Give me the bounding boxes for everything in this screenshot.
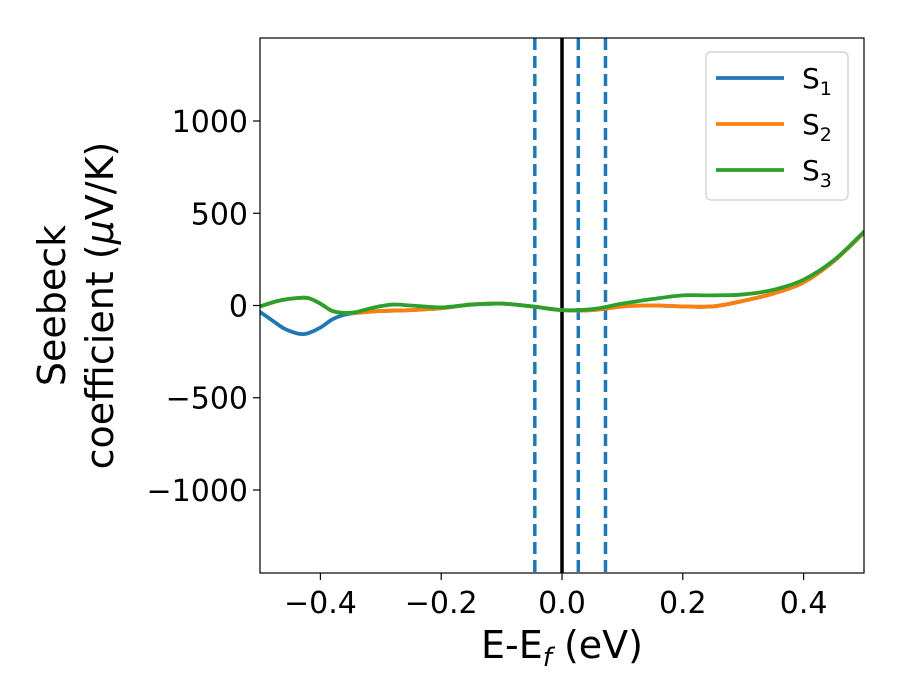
y-axis-label-line2: coefficient (μV/K)	[78, 142, 122, 470]
y-tick-label: 0	[229, 290, 248, 325]
y-tick-label: −500	[166, 382, 248, 417]
x-tick-label: 0.4	[780, 586, 828, 621]
x-tick-label: −0.2	[405, 586, 478, 621]
legend-label-s3: S3	[802, 154, 832, 192]
reference-lines	[533, 38, 608, 573]
legend-box	[705, 51, 849, 201]
legend-label-s1: S1	[802, 62, 832, 100]
y-axis-ticks: −1000 −500 0 500 1000	[147, 105, 260, 509]
y-tick-label: −1000	[147, 474, 248, 509]
y-tick-label: 1000	[172, 105, 248, 140]
x-axis-ticks: −0.4 −0.2 0.0 0.2 0.4	[284, 573, 827, 621]
series-line-s3	[260, 229, 864, 315]
x-tick-label: 0.2	[659, 586, 707, 621]
x-axis-label: E-Ef (eV)	[481, 623, 643, 673]
legend-label-s2: S2	[802, 108, 832, 146]
y-axis-label-line1: Seebeck	[30, 225, 74, 386]
series-lines	[260, 229, 864, 336]
y-axis-label: Seebeck coefficient (μV/K)	[30, 142, 122, 470]
x-tick-label: −0.4	[284, 586, 357, 621]
legend: S1 S2 S3	[705, 51, 849, 201]
y-tick-label: 500	[191, 197, 248, 232]
x-tick-label: 0.0	[538, 586, 586, 621]
